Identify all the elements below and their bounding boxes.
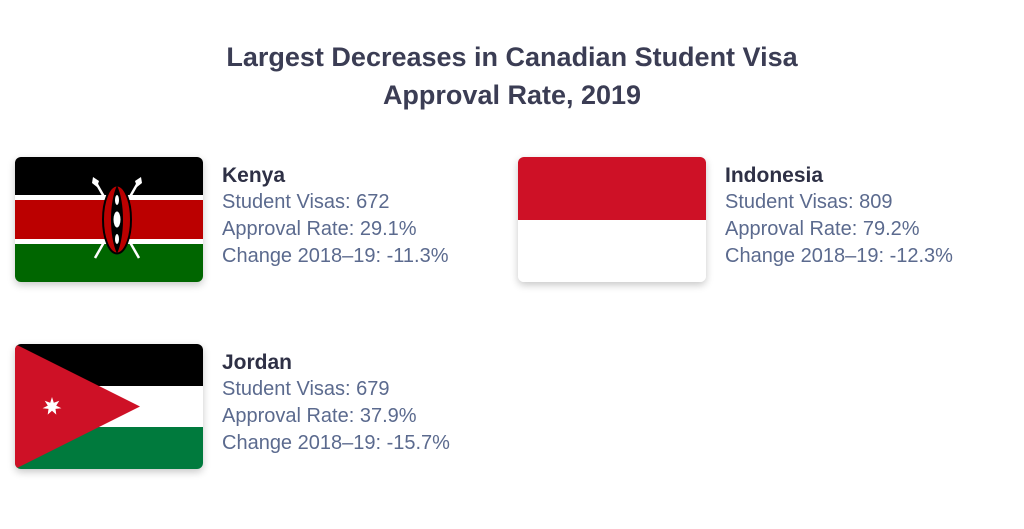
approval-rate-label: Approval Rate:	[725, 218, 863, 240]
indonesia-flag-icon	[518, 157, 706, 282]
approval-rate-label: Approval Rate:	[222, 405, 360, 427]
change-value: -15.7%	[386, 432, 450, 454]
student-visas-value: 672	[356, 191, 390, 213]
title-line-2: Approval Rate, 2019	[382, 80, 642, 110]
kenya-flag-icon	[15, 157, 203, 282]
country-name: Jordan	[222, 351, 293, 374]
country-name: Kenya	[222, 164, 286, 187]
change-row: Change 2018–19: -11.3%	[222, 243, 502, 270]
student-visas-row: Student Visas: 672	[222, 189, 502, 216]
approval-rate-row: Approval Rate: 29.1%	[222, 216, 502, 243]
student-visas-row: Student Visas: 809	[725, 189, 1005, 216]
page-title: Largest Decreases in Canadian Student Vi…	[0, 38, 1024, 114]
student-visas-value: 679	[356, 378, 390, 400]
approval-rate-value: 37.9%	[359, 405, 417, 427]
approval-rate-value: 79.2%	[862, 218, 920, 240]
approval-rate-value: 29.1%	[359, 218, 417, 240]
change-row: Change 2018–19: -15.7%	[222, 430, 502, 457]
approval-rate-label: Approval Rate:	[222, 218, 360, 240]
change-value: -12.3%	[889, 245, 953, 267]
jordan-flag-icon	[15, 344, 203, 469]
student-visas-value: 809	[859, 191, 893, 213]
student-visas-row: Student Visas: 679	[222, 376, 502, 403]
change-label: Change 2018–19:	[222, 432, 387, 454]
approval-rate-row: Approval Rate: 79.2%	[725, 216, 1005, 243]
approval-rate-row: Approval Rate: 37.9%	[222, 403, 502, 430]
kenya-info: Kenya Student Visas: 672 Approval Rate: …	[222, 162, 502, 270]
indonesia-info: Indonesia Student Visas: 809 Approval Ra…	[725, 162, 1005, 270]
country-name: Indonesia	[725, 164, 824, 187]
change-label: Change 2018–19:	[725, 245, 890, 267]
change-row: Change 2018–19: -12.3%	[725, 243, 1005, 270]
title-line-1: Largest Decreases in Canadian Student Vi…	[226, 42, 798, 72]
change-label: Change 2018–19:	[222, 245, 387, 267]
student-visas-label: Student Visas:	[725, 191, 860, 213]
jordan-info: Jordan Student Visas: 679 Approval Rate:…	[222, 349, 502, 457]
student-visas-label: Student Visas:	[222, 191, 357, 213]
student-visas-label: Student Visas:	[222, 378, 357, 400]
change-value: -11.3%	[386, 245, 449, 267]
